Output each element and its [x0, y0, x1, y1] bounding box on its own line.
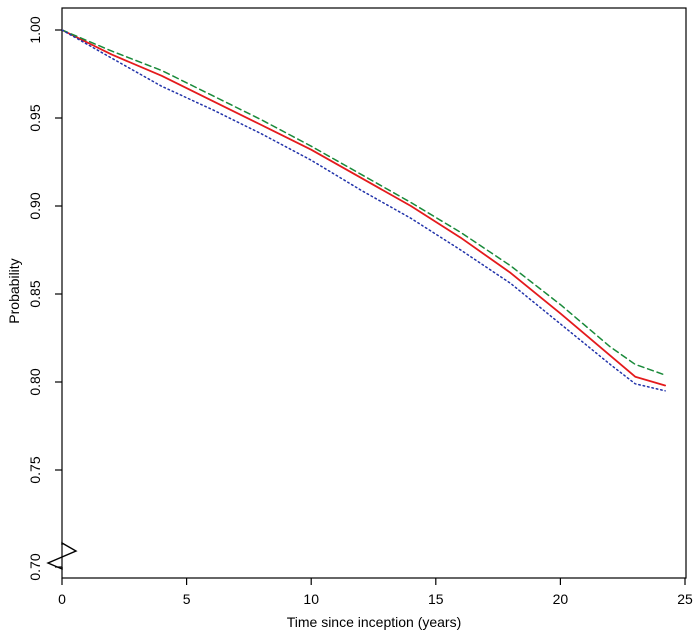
y-tick-label: 0.90 [27, 192, 43, 219]
x-tick-label: 25 [677, 591, 693, 607]
series-line-dotted [61, 29, 666, 392]
y-tick-label: 0.80 [27, 368, 43, 395]
y-tick-label: 1.00 [27, 16, 43, 43]
x-tick-label: 15 [428, 591, 444, 607]
y-tick-label: 0.95 [27, 104, 43, 131]
plot-frame [61, 7, 687, 579]
y-axis: 0.70 0.75 0.80 0.85 0.90 0.95 1.00 [27, 16, 62, 581]
y-tick-label: 0.70 [27, 553, 43, 580]
x-axis-title: Time since inception (years) [287, 614, 462, 630]
y-axis-title: Probability [6, 258, 22, 323]
x-axis: 0 5 10 15 20 25 [58, 578, 693, 607]
series-layer [61, 29, 666, 392]
y-axis-break-marker [46, 541, 78, 571]
x-tick-label: 10 [303, 591, 319, 607]
series-line-solid [61, 29, 666, 387]
x-tick-label: 5 [183, 591, 191, 607]
x-tick-label: 0 [58, 591, 66, 607]
series-line-dashed [61, 29, 666, 376]
y-tick-label: 0.85 [27, 280, 43, 307]
y-tick-label: 0.75 [27, 456, 43, 483]
x-tick-label: 20 [553, 591, 569, 607]
